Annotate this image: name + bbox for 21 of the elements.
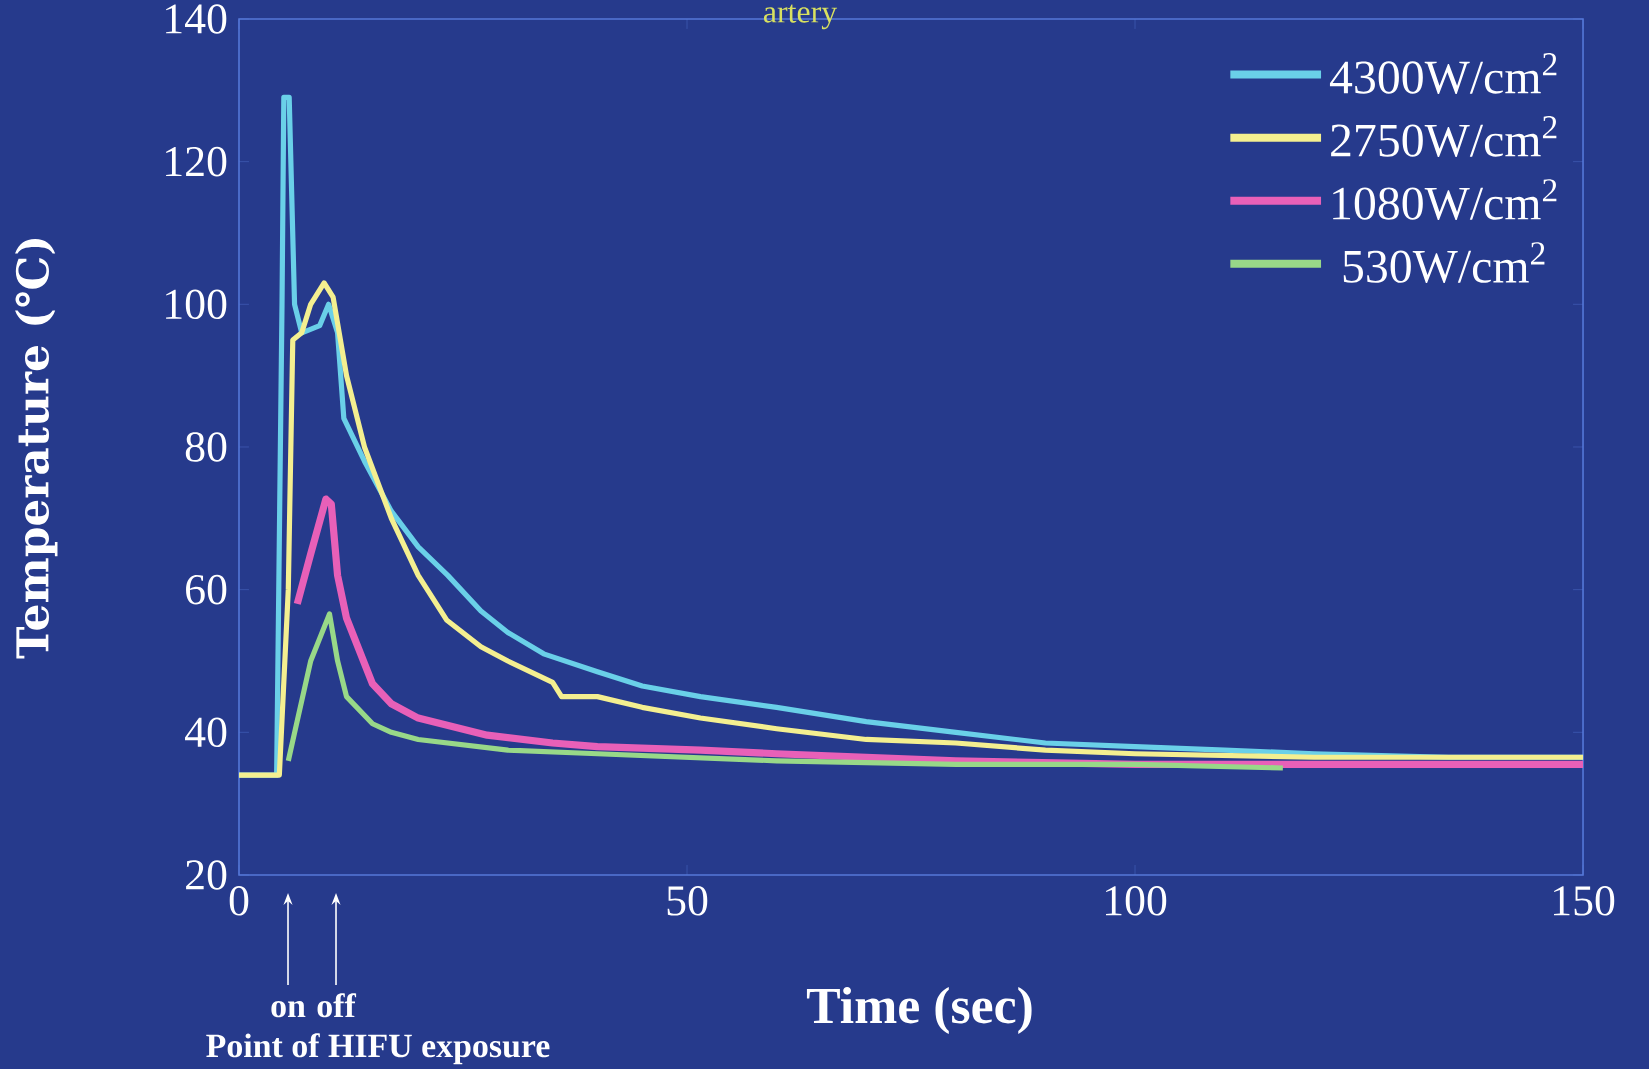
legend-label: 530W/cm$^{2}$: [1343, 242, 1545, 284]
y-tick-label: 100: [166, 289, 227, 320]
y-tick-label: 20: [186, 860, 227, 890]
chart-title: artery: [763, 4, 838, 30]
x-axis-title: Time (sec): [806, 986, 1032, 1034]
y-axis-title: Temperature (℃): [15, 239, 58, 659]
x-tick-label: 50: [667, 886, 708, 916]
x-tick-label: 0: [229, 886, 249, 916]
y-tick-label: 120: [166, 146, 227, 177]
legend-label: 1080W/cm$^{2}$: [1333, 179, 1557, 221]
y-tick-label: 40: [184, 717, 227, 748]
y-tick-label: 60: [186, 574, 227, 605]
legend-label: 4300W/cm$^{2}$: [1329, 53, 1557, 94]
y-tick-label: 140: [166, 4, 227, 34]
text: Point of HIFU exposure: [206, 1033, 550, 1065]
legend-label: 2750W/cm$^{2}$: [1331, 116, 1557, 157]
text: off: [317, 993, 357, 1018]
y-tick-label: 80: [185, 432, 227, 462]
x-tick-label: 150: [1554, 886, 1615, 916]
x-tick-label: 100: [1105, 886, 1167, 916]
text: on: [271, 1001, 306, 1018]
